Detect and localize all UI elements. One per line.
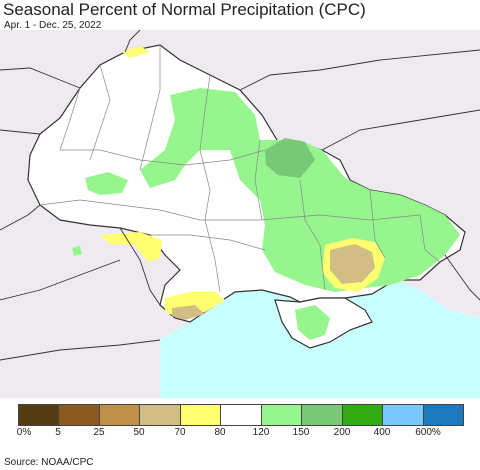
tan-region-zaporizhzhia <box>330 244 375 284</box>
legend-tick: 5 <box>55 427 61 438</box>
legend-swatch-6 <box>261 405 303 425</box>
legend-tick: 70 <box>174 427 186 438</box>
yellow-spot-north <box>122 46 150 58</box>
darkgreen-region <box>265 138 315 178</box>
legend-swatch-9 <box>383 405 424 425</box>
legend-swatch-8 <box>342 405 384 425</box>
green-spot <box>72 246 82 256</box>
yellow-region-southwest <box>100 232 162 262</box>
legend-tick: 0% <box>16 427 32 438</box>
legend-tick: 80 <box>214 427 226 438</box>
date-range-subtitle: Apr. 1 - Dec. 25, 2022 <box>4 20 102 31</box>
precipitation-map <box>0 30 480 398</box>
country-borders <box>0 30 480 361</box>
legend-tick: 150 <box>292 427 310 438</box>
map-title: Seasonal Percent of Normal Precipitation… <box>3 0 366 19</box>
green-region-crimea <box>295 305 330 340</box>
green-region-east <box>230 140 460 292</box>
legend-swatch-10 <box>423 405 463 425</box>
legend-tick: 120 <box>252 427 270 438</box>
legend-tick: 50 <box>133 427 145 438</box>
legend-swatch-7 <box>302 405 343 425</box>
legend-tick: 200 <box>333 427 351 438</box>
legend-swatch-4 <box>180 405 222 425</box>
legend-tick: 400 <box>373 427 391 438</box>
source-credit: Source: NOAA/CPC <box>4 457 94 468</box>
legend-swatch-1 <box>59 405 100 425</box>
legend-swatch-0 <box>19 405 60 425</box>
legend-swatch-2 <box>99 405 141 425</box>
oblast-borders <box>39 45 441 293</box>
legend-ticks: 0% 5 25 50 70 80 120 150 200 400 600% <box>0 427 480 441</box>
green-region-west <box>85 172 128 195</box>
color-legend <box>18 404 464 426</box>
legend-tick: 25 <box>93 427 105 438</box>
legend-swatch-3 <box>140 405 181 425</box>
legend-tick: 600% <box>415 427 441 438</box>
tan-region-danube <box>172 305 205 320</box>
legend-swatch-5 <box>221 405 262 425</box>
